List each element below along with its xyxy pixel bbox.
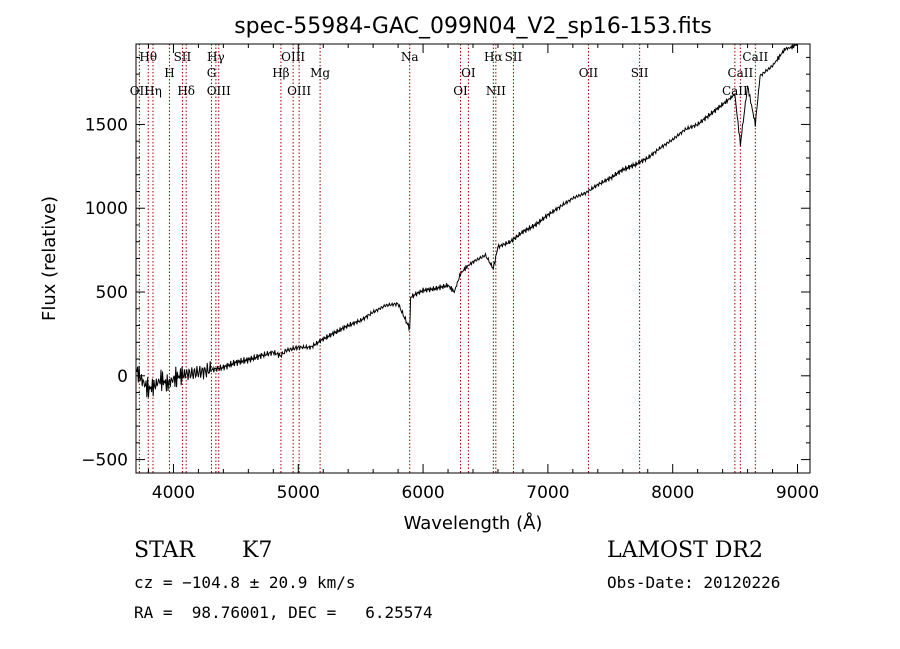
spectral-line-label-0: Hθ	[139, 50, 157, 64]
spectral-line-label-12: OIII	[287, 84, 311, 98]
spectral-line-label-22: CaII	[727, 66, 753, 80]
spectral-line-label-18: NII	[486, 84, 506, 98]
chart-title: spec-55984-GAC_099N04_V2_sp16-153.fits	[234, 14, 712, 39]
spectral-line-label-7: G	[207, 66, 217, 80]
spectral-line-label-9: OIII	[281, 50, 305, 64]
spectral-line-label-14: OI	[461, 66, 476, 80]
y-tick-label--500: −500	[81, 451, 128, 471]
spectral-line-label-2: Hη	[144, 84, 162, 98]
x-tick-label-9000: 9000	[776, 483, 819, 503]
spectral-line-label-8: OIII	[207, 84, 231, 98]
plot-frame	[135, 43, 811, 474]
y-tick-label-500: 500	[96, 283, 128, 303]
y-tick-label-0: 0	[117, 367, 128, 387]
redshift-readout: cz = −104.8 ± 20.9 km/s	[134, 573, 356, 592]
object-class: STAR	[134, 538, 195, 563]
spectral-line-label-17: SII	[505, 50, 523, 64]
observation-date: Obs-Date: 20120226	[607, 573, 781, 592]
spectral-line-label-3: H	[164, 66, 174, 80]
y-axis-label: Flux (relative)	[39, 196, 60, 321]
spectral-line-label-23: CaII	[722, 84, 748, 98]
x-tick-label-4000: 4000	[152, 483, 195, 503]
y-tick-label-1000: 1000	[85, 199, 128, 219]
x-tick-label-8000: 8000	[651, 483, 694, 503]
spectral-line-label-20: SII	[631, 66, 649, 80]
x-tick-label-6000: 6000	[401, 483, 444, 503]
x-tick-label-7000: 7000	[526, 483, 569, 503]
spectral-line-label-10: Hβ	[272, 66, 289, 80]
spectral-line-label-16: Hα	[484, 50, 503, 64]
spectral-line-label-19: OII	[579, 66, 599, 80]
survey-name: LAMOST DR2	[607, 538, 763, 563]
x-tick-label-5000: 5000	[277, 483, 320, 503]
spectral-line-label-21: CaII	[742, 50, 768, 64]
spectral-line-label-15: OI	[453, 84, 468, 98]
coordinates-readout: RA = 98.76001, DEC = 6.25574	[134, 603, 433, 622]
spectral-line-label-13: Na	[401, 50, 419, 64]
spectral-line-label-11: Mg	[310, 66, 330, 80]
object-subclass: K7	[242, 538, 273, 563]
y-tick-label-1500: 1500	[85, 115, 128, 135]
x-axis-label: Wavelength (Å)	[404, 512, 543, 534]
spectral-line-label-5: Hδ	[177, 84, 195, 98]
spectral-line-label-6: Hγ	[207, 50, 225, 64]
spectrum-series-line	[135, 43, 798, 398]
spectral-line-label-4: SII	[174, 50, 192, 64]
